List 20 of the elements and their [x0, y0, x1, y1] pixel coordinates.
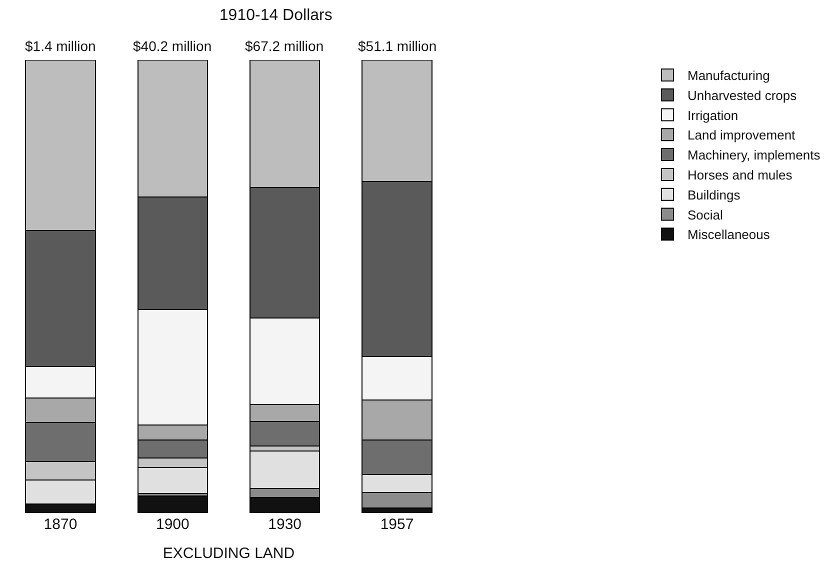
- legend-label: Unharvested crops: [688, 88, 798, 103]
- legend-label: Manufacturing: [688, 68, 770, 84]
- text: $51.1 million: [358, 38, 437, 54]
- legend-label: Land improvement: [688, 128, 796, 143]
- x-tick-label: 1957: [380, 516, 414, 533]
- legend-label: Social: [688, 207, 724, 222]
- chart-title: 1910-14 Dollars: [219, 6, 332, 24]
- text: $1.4 million: [25, 38, 96, 54]
- legend-label: Horses and mules: [688, 168, 793, 183]
- legend-label: Irrigation: [688, 108, 738, 123]
- text: $40.2 million: [133, 38, 212, 54]
- x-tick-label: 1870: [44, 516, 78, 533]
- x-axis-title: EXCLUDING LAND: [162, 545, 295, 562]
- legend-label: Buildings: [688, 187, 741, 202]
- x-tick-label: 1930: [268, 516, 302, 533]
- text: $67.2 million: [245, 38, 324, 54]
- legend-label: Machinery, implements: [688, 148, 821, 163]
- bar: [137, 495, 208, 513]
- x-tick-label: 1900: [156, 516, 190, 533]
- legend-label: Miscellaneous: [688, 227, 770, 242]
